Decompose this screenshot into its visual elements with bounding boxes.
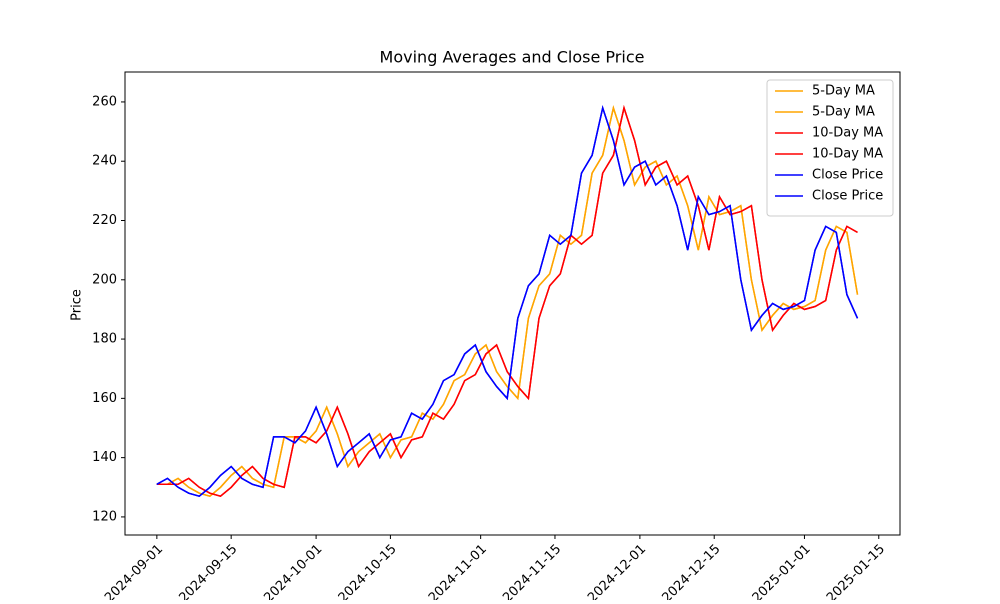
y-tick-label: 120 — [92, 509, 117, 524]
x-tick-label: 2024-10-01 — [261, 542, 325, 600]
line-series — [156, 105, 859, 498]
legend-label: 10-Day MA — [812, 126, 883, 141]
x-tick-label: 2024-09-01 — [102, 542, 166, 600]
plot-frame — [124, 71, 901, 536]
legend-label: 5-Day MA — [812, 84, 875, 99]
x-tick-label: 2024-10-15 — [336, 542, 400, 600]
y-tick-label: 260 — [92, 94, 117, 109]
line-series — [156, 105, 859, 498]
legend-label: Close Price — [812, 189, 883, 204]
x-tick-label: 2024-11-01 — [426, 542, 490, 600]
x-tick-label: 2025-01-15 — [824, 542, 888, 600]
x-tick-label: 2025-01-01 — [750, 542, 814, 600]
chart-title: Moving Averages and Close Price — [380, 48, 645, 67]
line-series — [156, 105, 858, 498]
y-tick-label: 180 — [92, 332, 117, 347]
y-tick-label: 140 — [92, 450, 117, 465]
x-tick-label: 2024-12-15 — [659, 542, 723, 600]
x-tick-label: 2024-09-15 — [176, 542, 240, 600]
y-tick-label: 240 — [92, 154, 117, 169]
x-tick-label: 2024-12-01 — [585, 542, 649, 600]
line-series — [156, 105, 859, 498]
line-series — [156, 105, 858, 498]
legend-box — [766, 79, 894, 217]
y-tick-label: 220 — [92, 213, 117, 228]
x-tick-label: 2024-11-15 — [500, 542, 564, 600]
legend-label: 5-Day MA — [812, 105, 875, 120]
legend-label: 10-Day MA — [812, 147, 883, 162]
line-series — [156, 105, 859, 498]
y-axis-label: Price — [70, 289, 85, 321]
legend-label: Close Price — [812, 168, 883, 183]
y-tick-label: 200 — [92, 272, 117, 287]
y-tick-label: 160 — [92, 391, 117, 406]
